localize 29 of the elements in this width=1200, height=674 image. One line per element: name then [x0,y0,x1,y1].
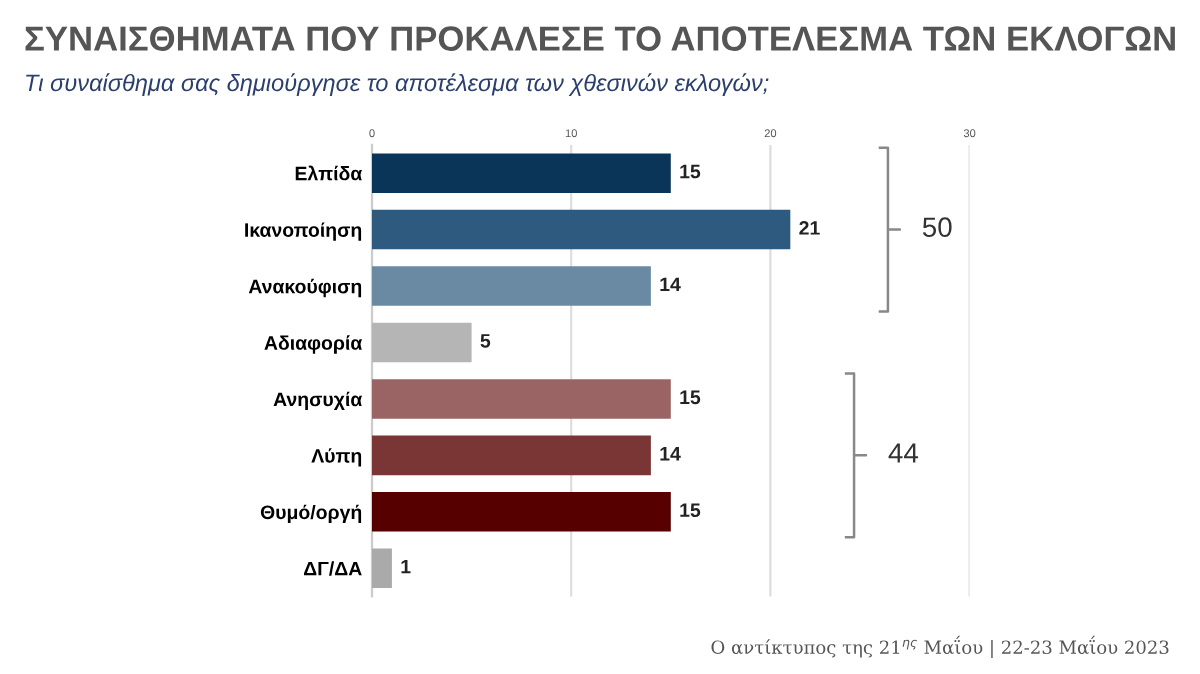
data-label: 14 [660,277,681,292]
bar [372,492,671,532]
annotation: 50 [922,217,952,238]
y-tick-label: Ελπίδα [295,165,363,181]
data-label: 15 [680,390,701,405]
bar [372,322,472,363]
bar [372,266,651,306]
y-tick-label: Αδιαφορία [264,335,363,354]
text: Ο αντίκτυπος της 21$^{ης}$ Μαΐου | 22-23 Μαΐου 2023 [711,635,1169,659]
bar [372,435,651,476]
bar [372,153,671,193]
data-label: 14 [660,447,681,461]
y-tick-label: Θυμό/οργή [260,504,362,524]
y-tick-label: Ανακούφιση [248,278,362,298]
bar [372,209,791,250]
chart-title: ΣΥΝΑΙΣΘΗΜΑΤΑ ΠΟΥ ΠΡΟΚΑΛΕΣΕ ΤΟ ΑΠΟΤΕΛΕΣΜΑ ΤΩΝ ΕΚΛΟΓΩΝ [25,26,1175,51]
data-label: 1 [401,559,411,574]
data-label: 15 [680,503,701,518]
data-label: 21 [799,221,820,235]
data-label: 5 [480,334,491,348]
y-tick-label: Ικανοποίηση [245,222,362,241]
chart-subtitle: Τι συναίσθημα σας δημιούργησε το αποτέλεσμα των χθεσινών εκλογών; [26,73,769,96]
y-tick-label: Ανησυχία [273,391,363,411]
y-tick-label: Λύπη [311,448,362,467]
y-tick-label: ΔΓ/ΔΑ [303,561,362,576]
data-label: 15 [680,164,701,179]
annotation: 44 [888,443,919,463]
bar [372,548,392,589]
bar [372,379,671,419]
